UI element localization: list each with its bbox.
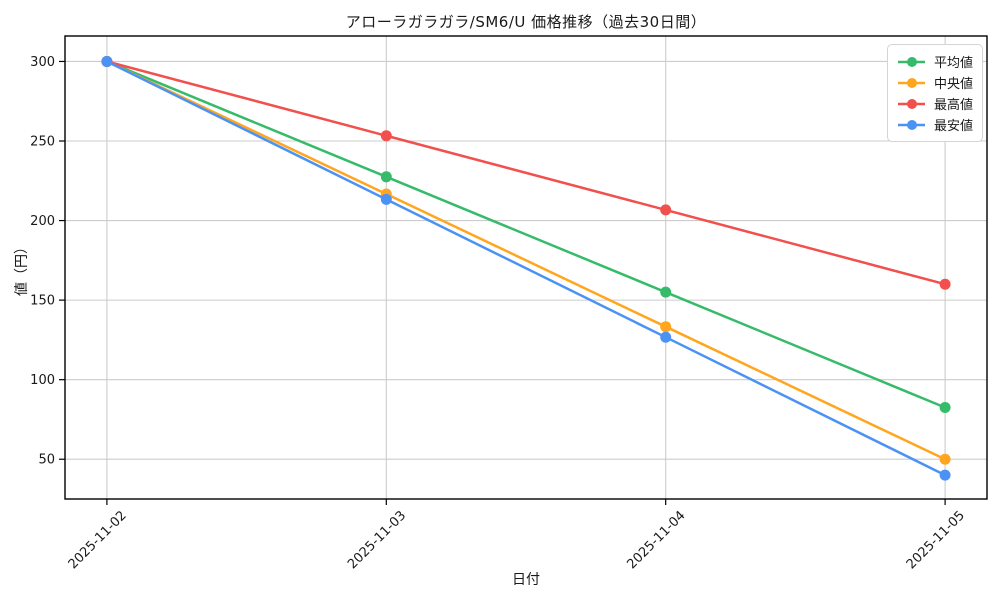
legend-label: 平均値	[933, 56, 973, 71]
data-point-marker	[380, 193, 392, 205]
x-tick-label: 2025-11-03	[345, 508, 409, 572]
plot-border	[64, 35, 988, 500]
data-point-marker	[380, 171, 392, 183]
y-tick-label: 50	[38, 453, 55, 468]
y-tick-label: 150	[30, 294, 55, 309]
data-point-marker	[660, 286, 672, 298]
data-point-marker	[380, 130, 392, 142]
x-tick-label: 2025-11-02	[66, 508, 130, 572]
legend-item: 最高値	[897, 93, 973, 114]
legend-line-marker-icon	[898, 77, 925, 88]
data-point-marker	[660, 204, 672, 216]
legend-item: 最安値	[897, 114, 973, 135]
legend-item: 中央値	[897, 72, 973, 93]
data-point-marker	[939, 278, 951, 290]
x-tick-label: 2025-11-04	[624, 508, 688, 572]
x-axis-label: 日付	[512, 572, 540, 588]
legend-line-marker-icon	[898, 119, 925, 130]
y-axis-label: 値（円）	[14, 240, 30, 296]
data-point-marker	[939, 469, 951, 481]
legend-item: 平均値	[897, 51, 973, 72]
y-tick-label: 100	[30, 373, 55, 388]
legend-label: 最安値	[933, 119, 973, 134]
data-point-marker	[101, 55, 113, 67]
data-point-marker	[660, 331, 672, 343]
chart-title: アローラガラガラ/SM6/U 価格推移（過去30日間）	[345, 13, 707, 31]
series-line	[106, 60, 946, 286]
legend-line-marker-icon	[898, 56, 925, 67]
data-point-marker	[939, 453, 951, 465]
series-line	[106, 60, 946, 409]
x-tick-label: 2025-11-05	[904, 508, 968, 572]
series-line	[106, 60, 946, 461]
y-tick-label: 200	[30, 214, 55, 229]
y-tick-label: 300	[30, 55, 55, 70]
y-tick-label: 250	[30, 135, 55, 150]
legend-line-marker-icon	[898, 98, 925, 109]
series-line	[106, 60, 946, 477]
legend-label: 中央値	[933, 77, 973, 92]
data-point-marker	[939, 402, 951, 414]
legend: 平均値中央値最高値最安値	[887, 44, 983, 142]
legend-label: 最高値	[933, 98, 973, 113]
data-point-marker	[660, 321, 672, 333]
